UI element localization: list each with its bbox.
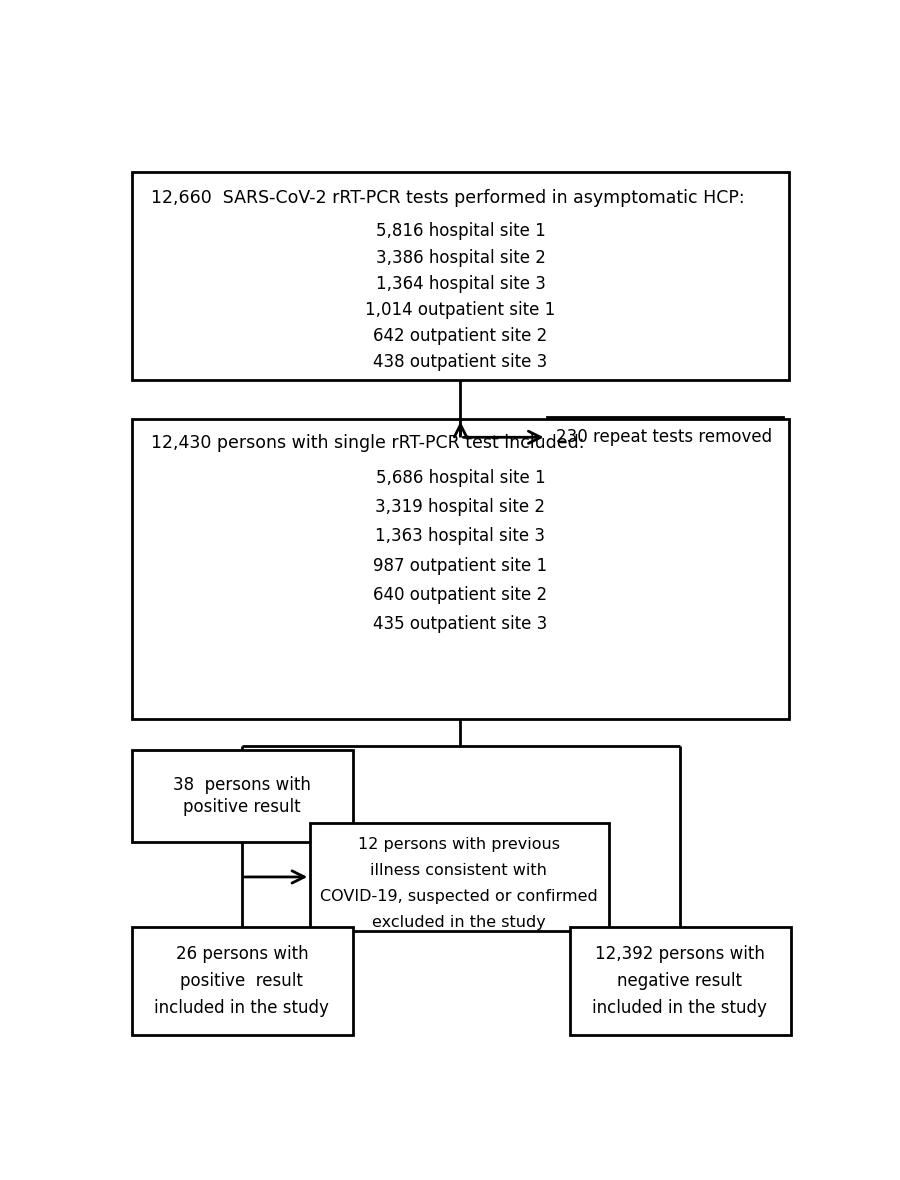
- FancyBboxPatch shape: [132, 172, 789, 380]
- Text: 12,430 persons with single rRT-PCR test included:: 12,430 persons with single rRT-PCR test …: [151, 434, 585, 452]
- Text: 26 persons with: 26 persons with: [176, 945, 308, 963]
- FancyBboxPatch shape: [132, 750, 353, 843]
- Text: 3,319 hospital site 2: 3,319 hospital site 2: [375, 498, 545, 516]
- FancyBboxPatch shape: [132, 927, 353, 1035]
- Text: included in the study: included in the study: [592, 998, 767, 1017]
- Text: 38  persons with: 38 persons with: [173, 776, 310, 794]
- Text: excluded in the study: excluded in the study: [372, 916, 545, 931]
- Text: 438 outpatient site 3: 438 outpatient site 3: [374, 353, 547, 372]
- Text: positive  result: positive result: [181, 972, 303, 990]
- Text: illness consistent with: illness consistent with: [371, 863, 547, 878]
- Text: 642 outpatient site 2: 642 outpatient site 2: [374, 327, 547, 346]
- FancyBboxPatch shape: [546, 418, 783, 458]
- Text: positive result: positive result: [183, 798, 301, 815]
- Text: 3,386 hospital site 2: 3,386 hospital site 2: [375, 249, 545, 267]
- Text: 1,014 outpatient site 1: 1,014 outpatient site 1: [365, 301, 555, 319]
- Text: included in the study: included in the study: [155, 998, 329, 1017]
- Text: 640 outpatient site 2: 640 outpatient site 2: [374, 586, 547, 604]
- FancyBboxPatch shape: [132, 419, 789, 719]
- Text: 5,816 hospital site 1: 5,816 hospital site 1: [375, 223, 545, 241]
- FancyBboxPatch shape: [570, 927, 790, 1035]
- Text: negative result: negative result: [617, 972, 742, 990]
- Text: COVID-19, suspected or confirmed: COVID-19, suspected or confirmed: [320, 890, 598, 904]
- Text: 435 outpatient site 3: 435 outpatient site 3: [374, 615, 547, 634]
- Text: 12,392 persons with: 12,392 persons with: [595, 945, 765, 963]
- Text: 230 repeat tests removed: 230 repeat tests removed: [556, 428, 772, 446]
- Text: 1,363 hospital site 3: 1,363 hospital site 3: [375, 527, 545, 545]
- Text: 12,660  SARS-CoV-2 rRT-PCR tests performed in asymptomatic HCP:: 12,660 SARS-CoV-2 rRT-PCR tests performe…: [151, 189, 745, 208]
- Text: 1,364 hospital site 3: 1,364 hospital site 3: [375, 275, 545, 293]
- Text: 5,686 hospital site 1: 5,686 hospital site 1: [375, 468, 545, 487]
- FancyBboxPatch shape: [310, 824, 608, 931]
- Text: 12 persons with previous: 12 persons with previous: [358, 837, 560, 852]
- Text: 987 outpatient site 1: 987 outpatient site 1: [374, 557, 547, 575]
